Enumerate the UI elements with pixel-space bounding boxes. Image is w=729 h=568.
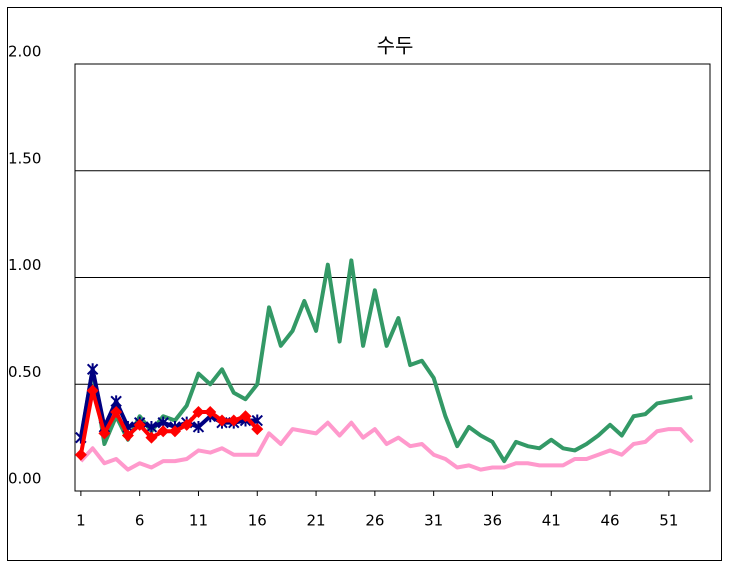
x-tick-label: 26	[365, 512, 384, 530]
y-tick-label: 0.00	[8, 470, 41, 488]
marker	[239, 410, 252, 423]
x-tick-label: 31	[424, 512, 443, 530]
marker	[227, 414, 240, 427]
series-line	[78, 367, 258, 438]
marker	[74, 448, 87, 461]
marker	[110, 395, 122, 408]
series-line	[79, 420, 694, 472]
marker	[168, 425, 181, 438]
x-tick-label: 51	[659, 512, 678, 530]
y-tick-label: 2.00	[8, 43, 41, 61]
x-tick-label: 36	[483, 512, 502, 530]
marker	[86, 363, 99, 376]
marker	[145, 420, 158, 433]
y-tick-label: 0.50	[8, 363, 41, 381]
marker	[180, 418, 193, 431]
marker	[192, 406, 205, 419]
marker	[121, 429, 134, 442]
chart-frame	[7, 7, 722, 561]
marker	[157, 425, 170, 438]
marker	[204, 406, 217, 419]
marker	[110, 406, 123, 419]
x-tick-label: 41	[542, 512, 561, 530]
x-tick-label: 6	[135, 512, 145, 530]
series-line	[78, 258, 693, 464]
marker	[133, 418, 146, 431]
marker	[215, 414, 228, 427]
x-tick-label: 16	[248, 512, 267, 530]
plot-frame	[74, 63, 711, 492]
y-tick-label: 1.00	[8, 256, 41, 274]
marker	[86, 384, 99, 397]
marker	[251, 423, 264, 436]
chart-title: 수두	[377, 34, 414, 58]
marker	[192, 420, 205, 433]
y-tick-label: 1.50	[8, 149, 41, 167]
x-tick-label: 11	[189, 512, 208, 530]
x-tick-label: 21	[307, 512, 326, 530]
marker	[98, 427, 111, 440]
marker	[145, 431, 158, 444]
x-tick-label: 1	[76, 512, 86, 530]
x-tick-label: 46	[600, 512, 619, 530]
